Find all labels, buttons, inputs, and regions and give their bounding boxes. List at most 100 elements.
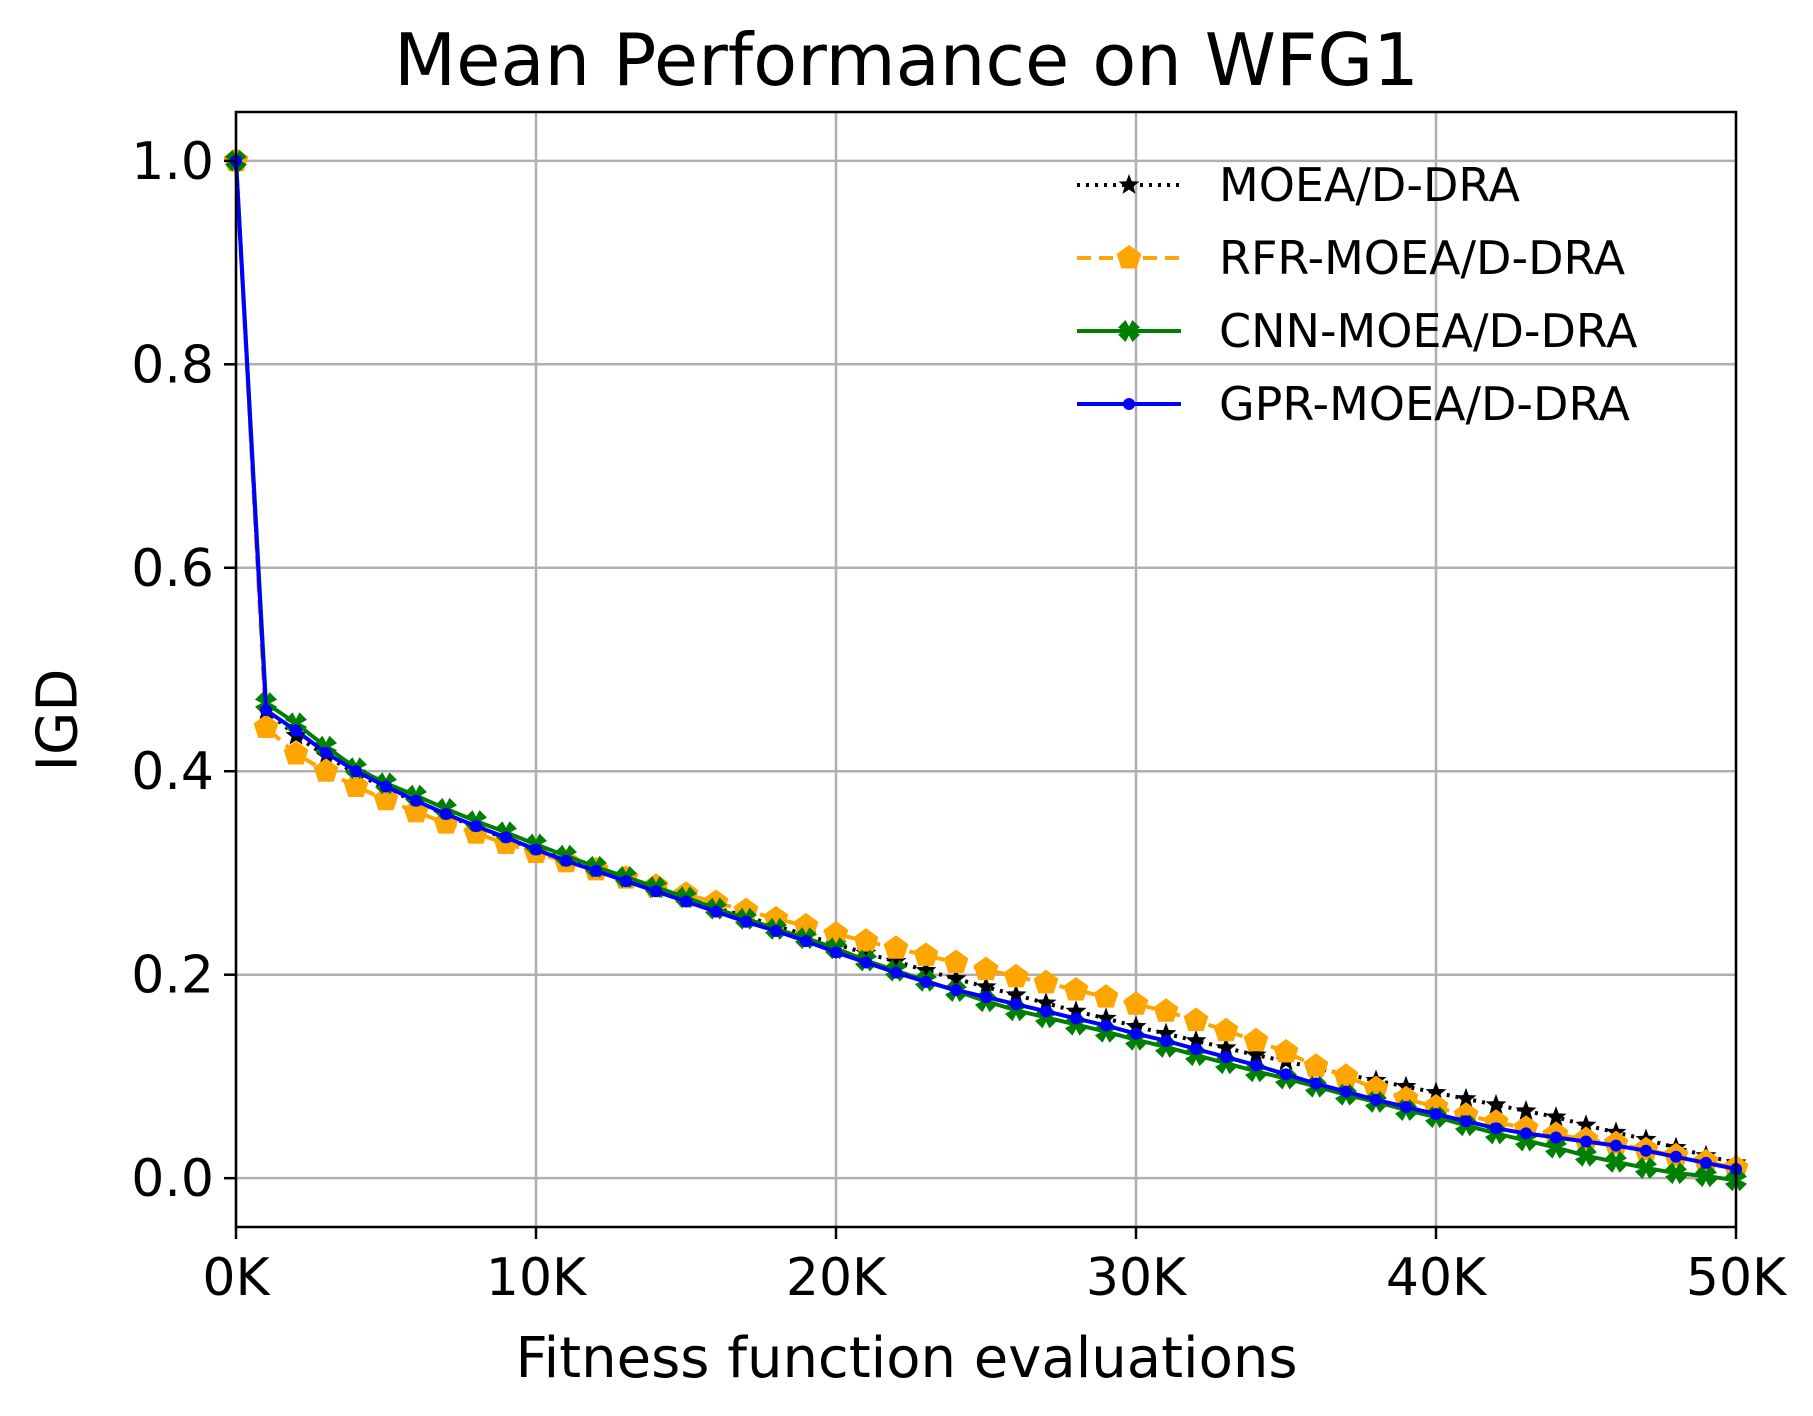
data-point-cnn-moea-d-dra xyxy=(1605,1150,1627,1173)
data-point-gpr-moea-d-dra xyxy=(1700,1156,1712,1169)
data-point-moea-d-dra xyxy=(975,975,997,996)
data-point-gpr-moea-d-dra xyxy=(1190,1042,1202,1055)
legend-item-gpr-moea-d-dra: GPR-MOEA/D-DRA xyxy=(1075,367,1637,440)
data-point-moea-d-dra xyxy=(1245,1044,1267,1064)
x-tick-label: 10K xyxy=(486,1248,588,1308)
legend-label-rfr-moea-d-dra: RFR-MOEA/D-DRA xyxy=(1219,230,1626,285)
legend-item-cnn-moea-d-dra: CNN-MOEA/D-DRA xyxy=(1075,294,1637,367)
data-point-gpr-moea-d-dra xyxy=(920,975,932,988)
data-point-gpr-moea-d-dra xyxy=(770,924,782,937)
data-point-gpr-moea-d-dra xyxy=(980,991,992,1004)
data-point-gpr-moea-d-dra xyxy=(830,946,842,959)
data-point-gpr-moea-d-dra xyxy=(1100,1019,1112,1032)
data-point-rfr-moea-d-dra xyxy=(343,773,369,797)
data-point-rfr-moea-d-dra xyxy=(1363,1075,1389,1100)
data-point-moea-d-dra xyxy=(1065,1000,1087,1021)
data-point-gpr-moea-d-dra xyxy=(440,807,452,820)
y-tick-label: 0.2 xyxy=(131,946,214,1006)
data-point-rfr-moea-d-dra xyxy=(853,928,879,952)
data-point-moea-d-dra xyxy=(1185,1029,1207,1050)
legend-marker-moea-d-dra xyxy=(1118,173,1140,194)
data-point-gpr-moea-d-dra xyxy=(1340,1085,1352,1098)
data-point-gpr-moea-d-dra xyxy=(470,820,482,833)
data-point-gpr-moea-d-dra xyxy=(1070,1012,1082,1025)
data-point-rfr-moea-d-dra xyxy=(1273,1039,1299,1063)
legend-label-moea-d-dra: MOEA/D-DRA xyxy=(1219,157,1520,212)
data-point-gpr-moea-d-dra xyxy=(1250,1059,1262,1072)
data-point-rfr-moea-d-dra xyxy=(943,949,969,973)
data-point-gpr-moea-d-dra xyxy=(290,724,302,737)
data-point-cnn-moea-d-dra xyxy=(1545,1136,1567,1159)
data-point-gpr-moea-d-dra xyxy=(620,875,632,888)
data-point-moea-d-dra xyxy=(1035,992,1057,1013)
data-point-rfr-moea-d-dra xyxy=(913,942,939,966)
data-point-moea-d-dra xyxy=(1545,1106,1567,1126)
plot-background xyxy=(236,112,1736,1227)
data-point-gpr-moea-d-dra xyxy=(500,831,512,844)
series-gpr-moea-d-dra xyxy=(230,154,1742,1176)
legend-swatch-rfr-moea-d-dra xyxy=(1077,244,1181,268)
data-point-gpr-moea-d-dra xyxy=(320,746,332,759)
legend-item-rfr-moea-d-dra: RFR-MOEA/D-DRA xyxy=(1075,221,1637,294)
data-point-gpr-moea-d-dra xyxy=(1640,1144,1652,1157)
data-point-rfr-moea-d-dra xyxy=(283,740,309,765)
data-point-moea-d-dra xyxy=(885,950,907,971)
data-point-gpr-moea-d-dra xyxy=(590,864,602,877)
data-point-gpr-moea-d-dra xyxy=(1130,1027,1142,1040)
data-point-moea-d-dra xyxy=(1215,1036,1237,1057)
data-point-moea-d-dra xyxy=(1515,1100,1537,1120)
data-point-gpr-moea-d-dra xyxy=(710,905,722,918)
data-point-cnn-moea-d-dra xyxy=(1695,1165,1717,1188)
data-point-rfr-moea-d-dra xyxy=(1033,969,1059,994)
data-point-moea-d-dra xyxy=(1005,984,1027,1004)
data-point-rfr-moea-d-dra xyxy=(313,758,339,782)
legend-label-cnn-moea-d-dra: CNN-MOEA/D-DRA xyxy=(1219,303,1638,358)
data-point-gpr-moea-d-dra xyxy=(530,843,542,856)
data-point-rfr-moea-d-dra xyxy=(253,714,279,738)
x-tick-label: 0K xyxy=(202,1248,271,1308)
data-point-gpr-moea-d-dra xyxy=(260,704,272,717)
legend-marker-gpr-moea-d-dra xyxy=(1123,397,1135,410)
data-point-gpr-moea-d-dra xyxy=(1310,1077,1322,1090)
data-point-gpr-moea-d-dra xyxy=(680,895,692,908)
y-tick-label: 0.4 xyxy=(131,742,214,802)
data-point-gpr-moea-d-dra xyxy=(1280,1068,1292,1081)
legend: MOEA/D-DRA RFR-MOEA/D-DRA CNN-MOEA/D-DRA… xyxy=(1075,148,1637,440)
data-point-moea-d-dra xyxy=(1395,1075,1417,1096)
data-point-rfr-moea-d-dra xyxy=(823,921,849,945)
data-point-cnn-moea-d-dra xyxy=(1575,1144,1597,1167)
data-point-gpr-moea-d-dra xyxy=(410,794,422,807)
data-point-moea-d-dra xyxy=(945,967,967,988)
data-point-gpr-moea-d-dra xyxy=(890,966,902,979)
legend-label-gpr-moea-d-dra: GPR-MOEA/D-DRA xyxy=(1219,376,1631,431)
data-point-rfr-moea-d-dra xyxy=(1123,991,1149,1015)
data-point-gpr-moea-d-dra xyxy=(560,854,572,867)
x-tick-label: 40K xyxy=(1386,1248,1488,1308)
data-point-gpr-moea-d-dra xyxy=(800,935,812,948)
data-point-gpr-moea-d-dra xyxy=(1010,998,1022,1011)
data-point-gpr-moea-d-dra xyxy=(380,780,392,793)
x-tick-label: 20K xyxy=(786,1248,888,1308)
data-point-moea-d-dra xyxy=(1155,1022,1177,1043)
y-axis-label: IGD xyxy=(25,668,91,772)
legend-swatch-moea-d-dra xyxy=(1077,173,1181,194)
data-point-rfr-moea-d-dra xyxy=(973,956,999,981)
data-point-cnn-moea-d-dra xyxy=(1665,1162,1687,1185)
legend-item-moea-d-dra: MOEA/D-DRA xyxy=(1075,148,1637,221)
data-point-moea-d-dra xyxy=(1485,1093,1507,1114)
x-axis-label: Fitness function evaluations xyxy=(515,1326,1298,1391)
y-tick-label: 0.0 xyxy=(131,1149,214,1209)
chart-title: Mean Performance on WFG1 xyxy=(394,18,1419,102)
data-point-moea-d-dra xyxy=(855,942,877,963)
legend-swatch-cnn-moea-d-dra xyxy=(1077,319,1181,342)
legend-marker-rfr-moea-d-dra xyxy=(1116,244,1142,268)
data-point-rfr-moea-d-dra xyxy=(883,935,909,959)
data-point-moea-d-dra xyxy=(915,959,937,980)
data-point-moea-d-dra xyxy=(1095,1007,1117,1028)
legend-swatch-gpr-moea-d-dra xyxy=(1077,397,1181,410)
data-point-gpr-moea-d-dra xyxy=(860,956,872,969)
data-point-cnn-moea-d-dra xyxy=(1635,1157,1657,1179)
data-point-rfr-moea-d-dra xyxy=(1243,1027,1269,1052)
data-point-rfr-moea-d-dra xyxy=(1153,998,1179,1022)
